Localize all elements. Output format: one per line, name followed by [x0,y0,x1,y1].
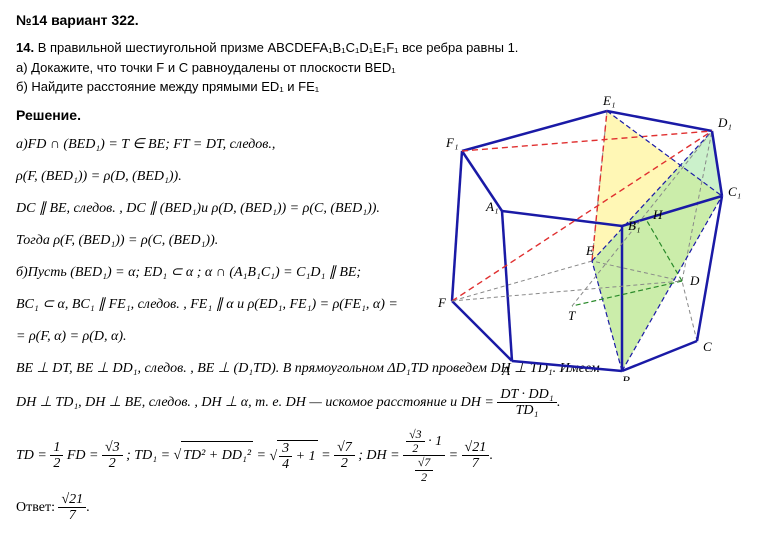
problem-intro: В правильной шестиугольной призме ABCDEF… [34,40,518,55]
answer-label: Ответ: [16,500,58,515]
solution-line: б)Пусть (BED₁) = α; ED₁ ⊂ α ; α ∩ (A₁B₁C… [16,259,436,287]
svg-text:A₁: A₁ [485,199,498,214]
svg-text:T: T [568,308,576,323]
problem-number: 14. [16,40,34,55]
svg-text:B: B [622,373,630,381]
problem-part-b: б) Найдите расстояние между прямыми ED₁ … [16,79,319,94]
svg-text:E₁: E₁ [602,93,615,108]
solution-line: а)FD ∩ (BED₁) = T ∈ BE; FT = DT, следов.… [16,131,436,159]
svg-text:C: C [703,339,712,354]
svg-text:D: D [689,273,700,288]
answer-line: Ответ: √21 7 . [16,492,752,524]
page-header: №14 вариант 322. [16,12,752,28]
problem-part-a: а) Докажите, что точки F и C равноудален… [16,60,396,75]
calc-text: TD = [16,448,50,463]
svg-text:D₁: D₁ [717,115,732,130]
svg-text:F: F [437,295,447,310]
solution-line-dh: DH ⊥ TD₁, DH ⊥ BE, следов. , DH ⊥ α, т. … [16,387,752,419]
frac-den: TD₁ [497,403,556,418]
svg-text:E: E [585,243,594,258]
solution-line: DC ∥ BE, следов. , DC ∥ (BED₁)и ρ(D, (BE… [16,195,436,223]
content-wrap: FABCDEF₁A₁B₁C₁D₁E₁TH а)FD ∩ (BED₁) = T ∈… [16,131,752,524]
svg-text:F₁: F₁ [445,135,458,150]
calc-line: TD = 12 FD = √32 ; TD₁ = TD² + DD₁² = 34… [16,428,752,483]
prism-diagram: F A B C D E F₁ A₁ B₁ C₁ D₁ E₁ T H [432,81,752,381]
svg-text:C₁: C₁ [728,184,741,199]
solution-line: Тогда ρ(F, (BED₁)) = ρ(C, (BED₁)). [16,227,436,255]
svg-text:B₁: B₁ [628,218,640,233]
solution-text-column: а)FD ∩ (BED₁) = T ∈ BE; FT = DT, следов.… [16,131,436,351]
svg-text:H: H [652,207,663,222]
svg-text:A: A [501,363,510,378]
solution-line: BC₁ ⊂ α, BC₁ ∥ FE₁, следов. , FE₁ ∥ α и … [16,291,436,319]
frac-num: DT · DD₁ [497,387,556,403]
answer-fraction: √21 7 [58,492,86,524]
dh-fraction: DT · DD₁ TD₁ [497,387,556,419]
dh-text: DH ⊥ TD₁, DH ⊥ BE, следов. , DH ⊥ α, т. … [16,395,497,410]
solution-line: = ρ(F, α) = ρ(D, α). [16,323,436,351]
solution-line: ρ(F, (BED₁)) = ρ(D, (BED₁)). [16,163,436,191]
